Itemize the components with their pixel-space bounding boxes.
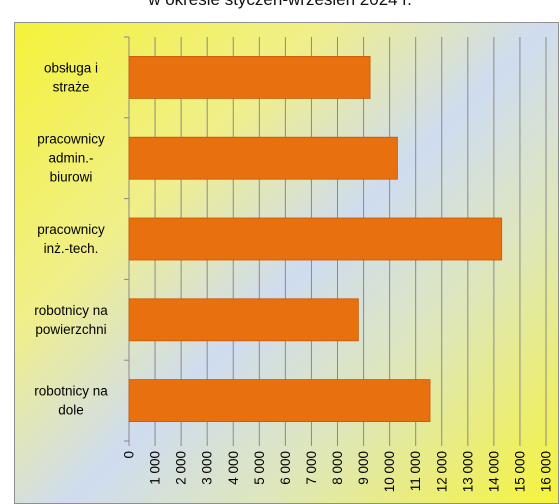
chart-area: obsługa i straże pracownicy admin.-biurowi p…	[14, 22, 559, 504]
bar	[128, 55, 371, 99]
bar	[128, 136, 398, 180]
x-tick-label: 4 000	[226, 451, 241, 485]
x-tick-label: 7 000	[304, 451, 319, 485]
bar	[128, 298, 359, 342]
x-tick-label: 1 000	[148, 451, 163, 485]
category-label: obsługa i straże	[44, 60, 98, 94]
category-label: pracownicy admin.-biurowi	[37, 132, 105, 185]
category-label: pracownicy inż.-tech.	[37, 222, 105, 256]
bar	[128, 217, 503, 261]
x-tick-label: 10 000	[382, 451, 397, 492]
x-tick-label: 15 000	[512, 451, 527, 492]
x-tick-label: 12 000	[434, 451, 449, 492]
category-label: robotnicy na dole	[34, 384, 108, 418]
x-tick-label: 6 000	[278, 451, 293, 485]
x-tick-label: 16 000	[539, 451, 554, 492]
x-tick-label: 8 000	[330, 451, 345, 485]
x-tick-label: 14 000	[486, 451, 501, 492]
x-tick-label: 9 000	[356, 451, 371, 485]
x-tick-label: 3 000	[200, 451, 215, 485]
category-label: robotnicy na powierzchni	[34, 303, 108, 337]
x-tick-label: 5 000	[252, 451, 267, 485]
x-tick-label: 11 000	[408, 451, 423, 491]
chart-title: w okresie styczeń-wrzesień 2024 r.	[0, 0, 560, 13]
x-tick-label: 2 000	[174, 451, 189, 485]
x-tick-label: 0	[122, 451, 137, 459]
bar	[128, 379, 431, 423]
bar-chart: obsługa i straże pracownicy admin.-biurowi p…	[34, 36, 554, 492]
x-tick-label: 13 000	[460, 451, 475, 492]
